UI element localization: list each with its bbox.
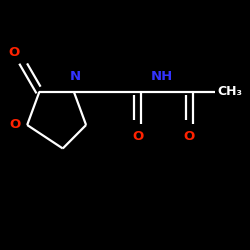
Text: O: O: [132, 130, 143, 143]
Text: O: O: [184, 130, 195, 143]
Text: NH: NH: [151, 70, 173, 83]
Text: O: O: [8, 46, 20, 60]
Text: CH₃: CH₃: [218, 85, 242, 98]
Text: N: N: [70, 70, 80, 83]
Text: O: O: [10, 118, 21, 132]
